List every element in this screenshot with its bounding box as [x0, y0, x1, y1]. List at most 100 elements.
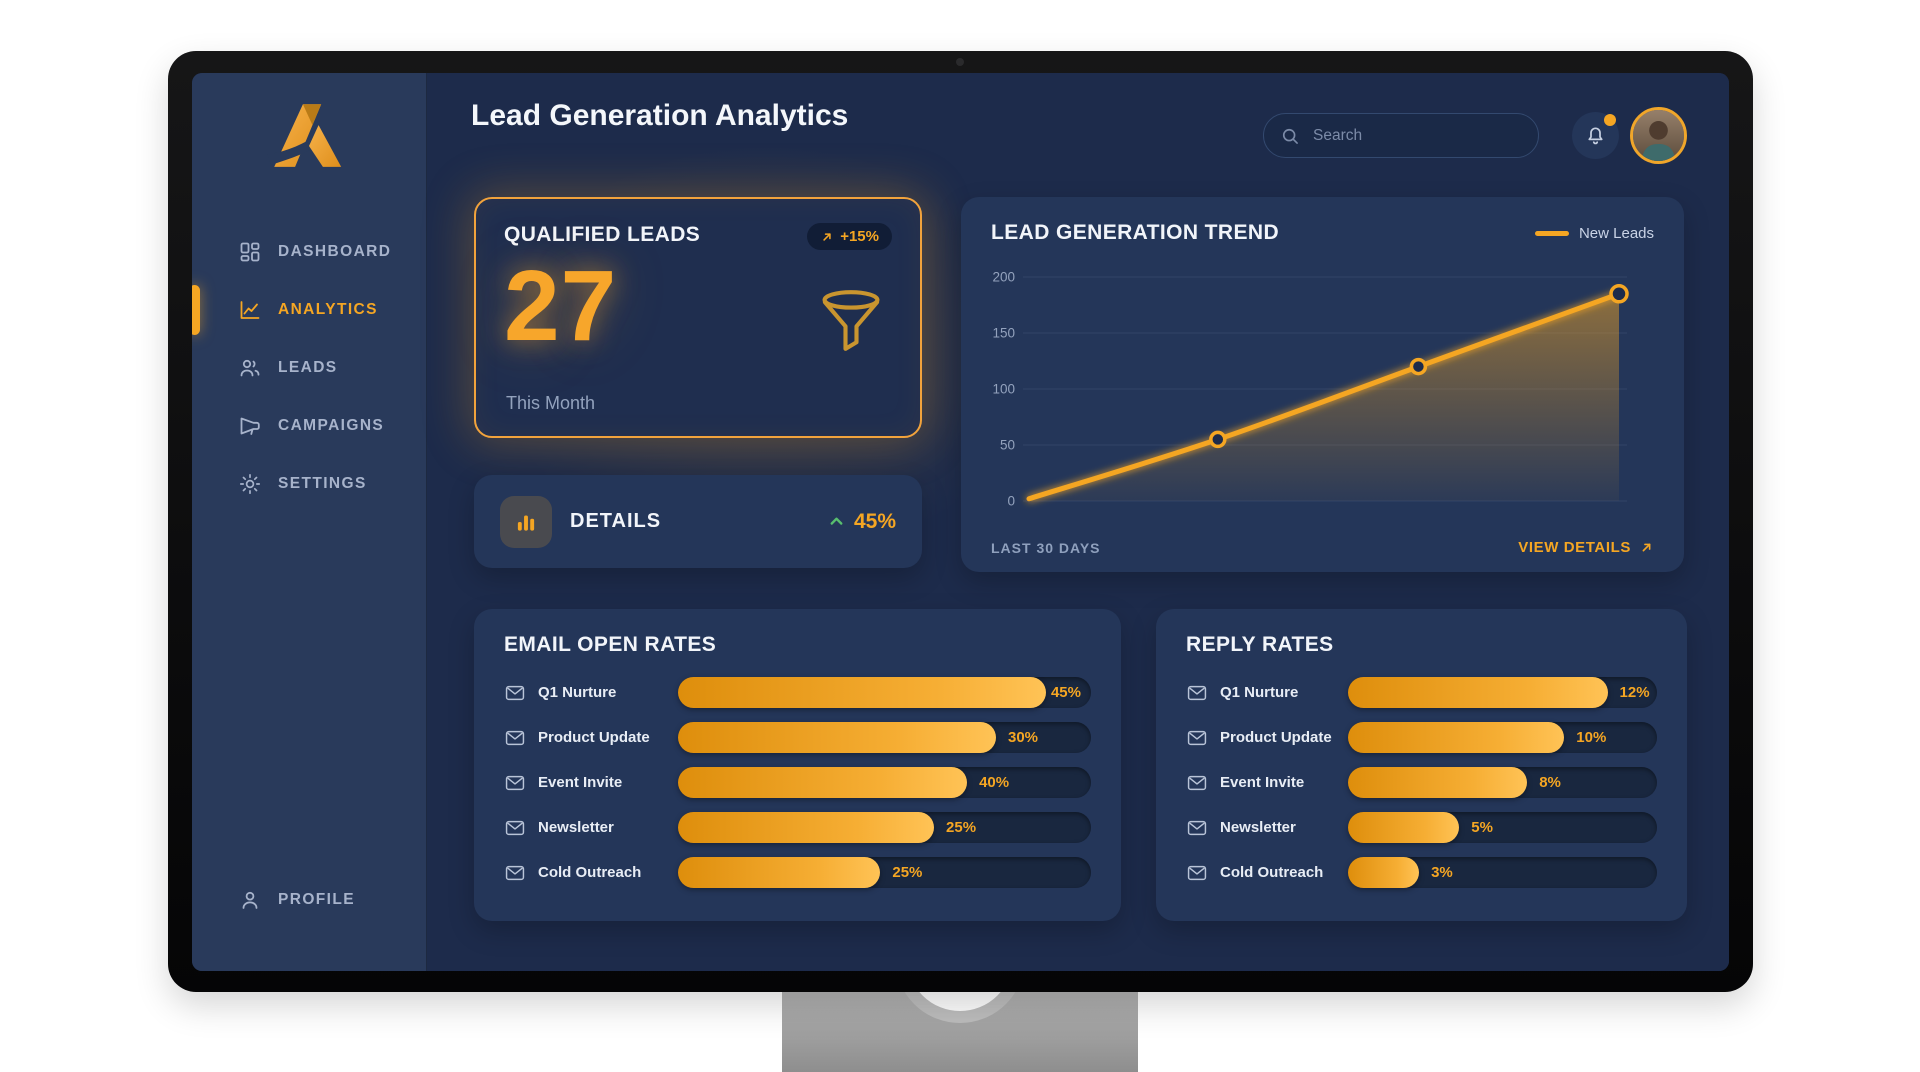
rate-row: Event Invite 8%	[1186, 767, 1657, 798]
rate-label: Q1 Nurture	[538, 684, 617, 701]
campaigns-icon	[238, 414, 262, 438]
user-avatar[interactable]	[1630, 107, 1687, 164]
sidebar-item-label: LEADS	[278, 359, 338, 376]
rate-bar-fill	[1348, 677, 1608, 708]
funnel-icon	[818, 285, 884, 361]
rate-label: Q1 Nurture	[1220, 684, 1299, 701]
rate-label: Product Update	[1220, 729, 1332, 746]
sidebar-item-profile[interactable]: PROFILE	[192, 871, 426, 929]
rate-bar-fill	[1348, 812, 1460, 843]
sidebar-nav: DASHBOARD ANALYTICS LEADS CAMPAIGNS SETTINGS	[192, 223, 426, 513]
rate-value: 8%	[1539, 774, 1561, 791]
search-input[interactable]	[1311, 125, 1505, 146]
rate-value: 5%	[1471, 819, 1493, 836]
details-button[interactable]: DETAILS 45%	[474, 475, 922, 568]
lead-generation-trend-card: LEAD GENERATION TREND New Leads	[961, 197, 1684, 572]
dashboard-icon	[238, 240, 262, 264]
rate-value: 10%	[1576, 729, 1607, 746]
reply-rates-title: REPLY RATES	[1186, 633, 1334, 656]
trend-chart: 200 150 100 50 0	[992, 270, 1629, 509]
monitor-screen: DASHBOARD ANALYTICS LEADS CAMPAIGNS SETTINGS…	[192, 73, 1729, 971]
search-box[interactable]	[1263, 113, 1539, 158]
trend-data-point	[1209, 430, 1227, 449]
rate-label: Cold Outreach	[1220, 864, 1324, 881]
chevron-up-icon	[827, 512, 846, 531]
trend-area-fill	[1029, 293, 1619, 501]
envelope-icon	[504, 862, 526, 884]
details-label: DETAILS	[570, 510, 662, 532]
envelope-icon	[504, 772, 526, 794]
rate-bar-track: 45%	[678, 677, 1091, 708]
rate-bar-fill	[678, 677, 1046, 708]
monitor-bezel: DASHBOARD ANALYTICS LEADS CAMPAIGNS SETTINGS…	[168, 51, 1753, 992]
date-range-label: LAST 30 DAYS	[991, 539, 1101, 556]
rate-row: Product Update 10%	[1186, 722, 1657, 753]
sidebar-item-label: DASHBOARD	[278, 243, 392, 260]
rate-bar-track: 12%	[1348, 677, 1657, 708]
rate-row: Event Invite 40%	[504, 767, 1091, 798]
rate-value: 25%	[946, 819, 977, 836]
rate-bar-fill	[1348, 722, 1565, 753]
notifications-button[interactable]	[1572, 112, 1619, 159]
envelope-icon	[504, 727, 526, 749]
sidebar-item-analytics[interactable]: ANALYTICS	[192, 281, 426, 339]
rate-value: 3%	[1431, 864, 1453, 881]
main-content: Lead Generation Analytics	[427, 73, 1729, 971]
envelope-icon	[1186, 862, 1208, 884]
rate-bar-track: 25%	[678, 857, 1091, 888]
y-axis-tick: 150	[992, 326, 1015, 341]
rate-bar-track: 30%	[678, 722, 1091, 753]
rate-row: Cold Outreach 25%	[504, 857, 1091, 888]
envelope-icon	[1186, 727, 1208, 749]
stat-value: 27	[504, 250, 618, 362]
sidebar-item-label: CAMPAIGNS	[278, 417, 385, 434]
rate-value: 12%	[1619, 684, 1650, 701]
stat-sublabel: This Month	[506, 393, 596, 413]
rate-bar-track: 3%	[1348, 857, 1657, 888]
rate-bar-track: 10%	[1348, 722, 1657, 753]
sidebar: DASHBOARD ANALYTICS LEADS CAMPAIGNS SETTINGS…	[192, 73, 427, 971]
trend-data-point	[1609, 284, 1629, 304]
sidebar-item-campaigns[interactable]: CAMPAIGNS	[192, 397, 426, 455]
leads-icon	[238, 356, 262, 380]
view-details-link[interactable]: VIEW DETAILS	[1518, 539, 1654, 556]
rate-label: Newsletter	[538, 819, 614, 836]
rate-value: 40%	[979, 774, 1010, 791]
trend-line	[1026, 291, 1622, 502]
rate-row: Q1 Nurture 12%	[1186, 677, 1657, 708]
y-axis-tick: 0	[1007, 494, 1015, 509]
email-open-rates-title: EMAIL OPEN RATES	[504, 633, 717, 656]
rate-row: Newsletter 25%	[504, 812, 1091, 843]
trend-title: LEAD GENERATION TREND	[991, 221, 1280, 244]
rate-bar-fill	[1348, 767, 1528, 798]
envelope-icon	[504, 682, 526, 704]
rate-bar-fill	[678, 722, 996, 753]
rate-row: Newsletter 5%	[1186, 812, 1657, 843]
bell-icon	[1584, 124, 1607, 147]
sidebar-item-settings[interactable]: SETTINGS	[192, 455, 426, 513]
rate-value: 30%	[1008, 729, 1039, 746]
envelope-icon	[1186, 772, 1208, 794]
qualified-leads-card[interactable]: QUALIFIED LEADS +15% 27 This Month	[474, 197, 922, 438]
reply-rates-card: REPLY RATES Q1 Nurture 12% Product Update 1…	[1156, 609, 1687, 921]
bar-chart-icon	[513, 509, 539, 535]
trend-legend: New Leads	[1534, 224, 1654, 242]
y-axis-tick: 200	[992, 270, 1015, 285]
stat-title: QUALIFIED LEADS	[504, 223, 701, 246]
rate-label: Event Invite	[1220, 774, 1305, 791]
search-icon	[1280, 126, 1300, 146]
rate-bar-fill	[678, 812, 935, 843]
rate-bar-fill	[1348, 857, 1420, 888]
sidebar-item-dashboard[interactable]: DASHBOARD	[192, 223, 426, 281]
details-value: 45%	[853, 509, 896, 533]
arrow-up-right-icon	[1639, 540, 1654, 555]
legend-label: New Leads	[1578, 224, 1654, 242]
legend-swatch	[1534, 230, 1569, 236]
rate-label: Newsletter	[1220, 819, 1296, 836]
envelope-icon	[1186, 817, 1208, 839]
sidebar-item-label: SETTINGS	[278, 475, 367, 492]
rate-label: Event Invite	[538, 774, 623, 791]
app-logo	[192, 99, 426, 179]
sidebar-item-leads[interactable]: LEADS	[192, 339, 426, 397]
